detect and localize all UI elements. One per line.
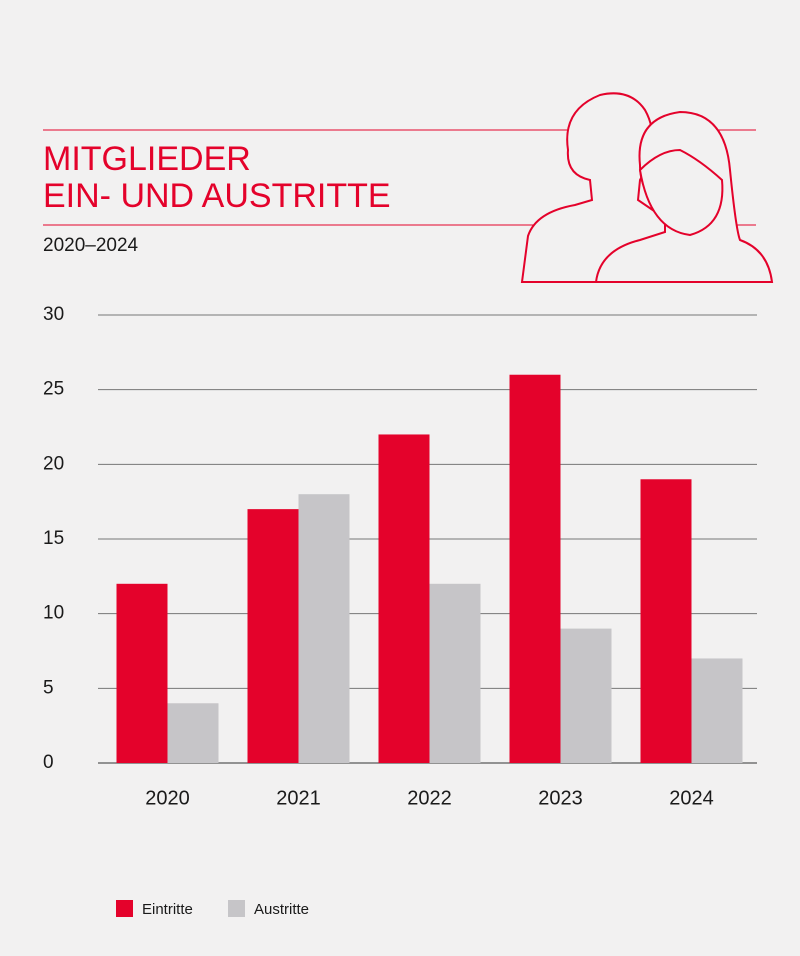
bar bbox=[378, 434, 430, 763]
y-tick-label: 0 bbox=[43, 752, 54, 773]
y-tick-label: 10 bbox=[43, 603, 64, 624]
chart-subtitle: 2020–2024 bbox=[43, 235, 139, 256]
legend-label: Eintritte bbox=[142, 901, 193, 918]
y-tick-label: 25 bbox=[43, 379, 64, 400]
bar bbox=[298, 494, 350, 763]
y-tick-label: 20 bbox=[43, 453, 64, 474]
x-tick-label: 2021 bbox=[276, 787, 321, 809]
x-tick-label: 2024 bbox=[669, 787, 714, 809]
chart-title: MITGLIEDER bbox=[43, 140, 251, 178]
bar bbox=[167, 703, 219, 763]
legend-swatch bbox=[116, 900, 133, 917]
x-tick-label: 2022 bbox=[407, 787, 452, 809]
bar bbox=[560, 628, 612, 763]
x-tick-label: 2023 bbox=[538, 787, 583, 809]
y-tick-label: 15 bbox=[43, 528, 64, 549]
chart-title: EIN- UND AUSTRITTE bbox=[43, 177, 391, 215]
legend-swatch bbox=[228, 900, 245, 917]
bar bbox=[691, 658, 743, 763]
y-tick-label: 30 bbox=[43, 304, 64, 325]
legend-label: Austritte bbox=[254, 901, 309, 918]
y-tick-label: 5 bbox=[43, 677, 54, 698]
x-tick-label: 2020 bbox=[145, 787, 190, 809]
bar bbox=[509, 374, 561, 763]
people-icon bbox=[520, 92, 774, 283]
bar bbox=[429, 583, 481, 763]
bar bbox=[116, 583, 168, 763]
bar bbox=[640, 479, 692, 763]
bar bbox=[247, 509, 299, 763]
